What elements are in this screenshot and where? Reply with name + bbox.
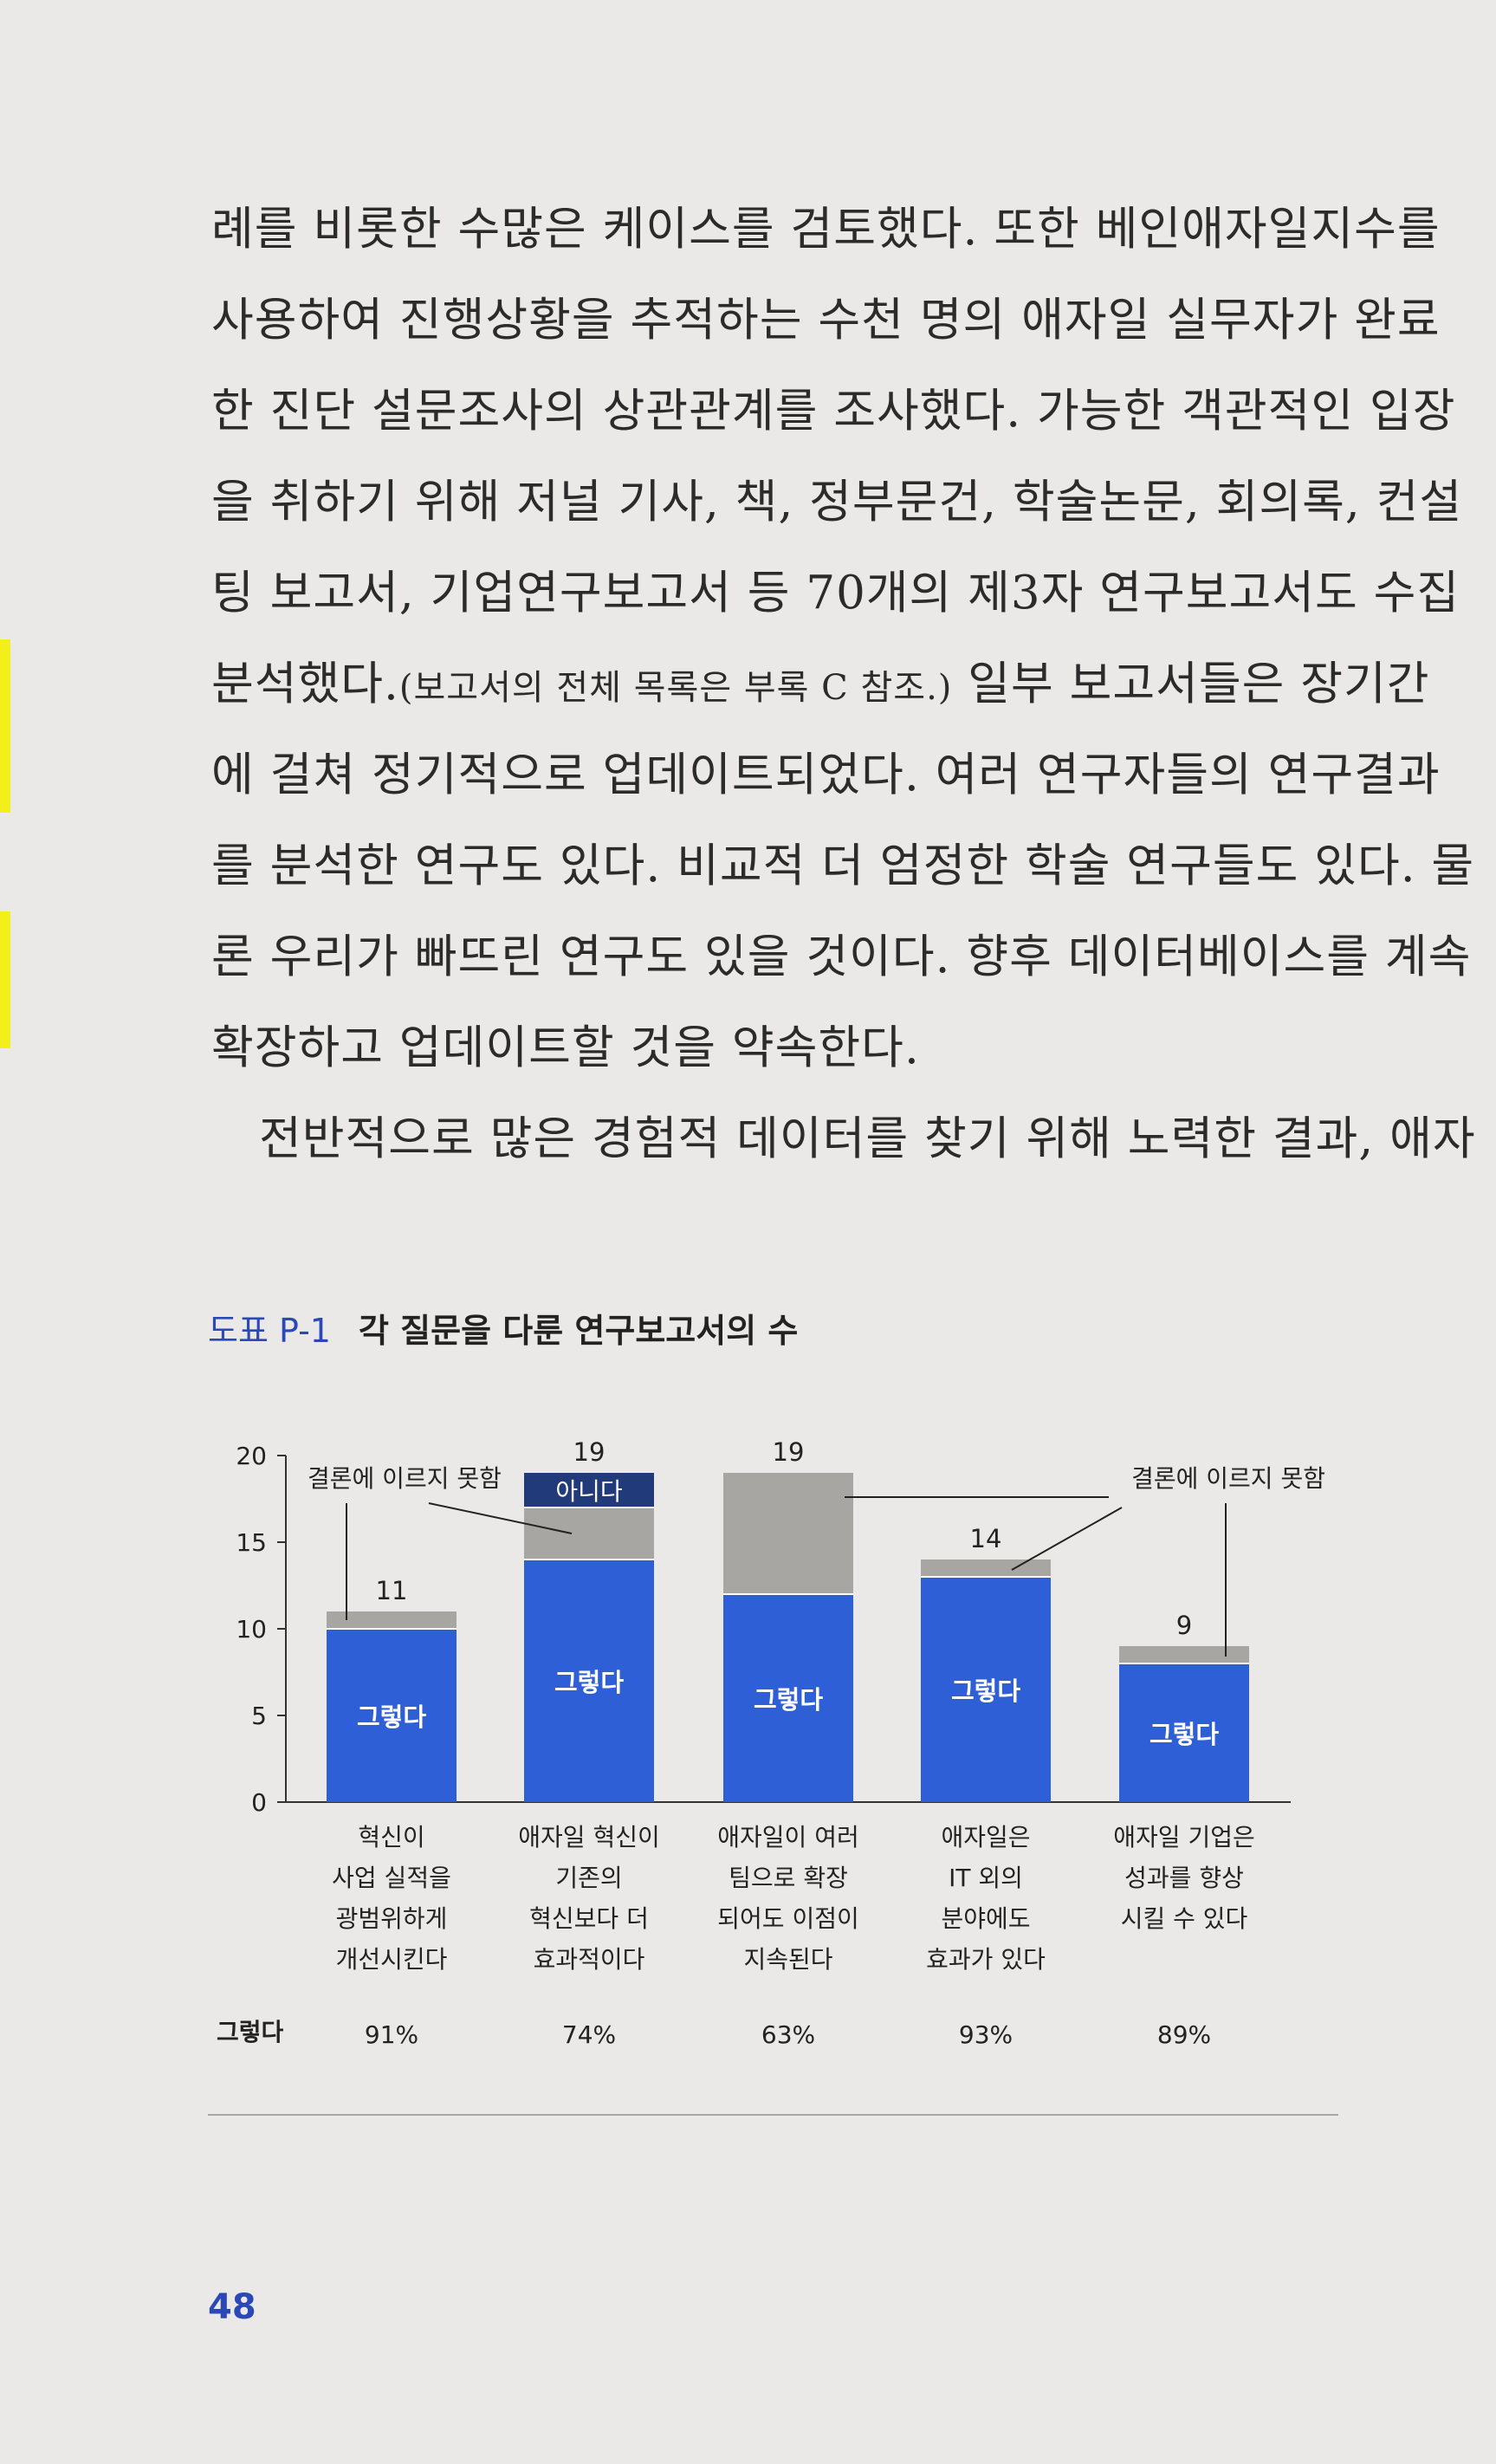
bar-inner-label: 그렇다	[357, 1702, 426, 1732]
category-label: 사업 실적을	[332, 1864, 451, 1892]
bar-segment	[1119, 1646, 1249, 1663]
percentage-label: 74%	[562, 2020, 616, 2049]
text-span: 일부 보고서들은 장기간	[952, 658, 1430, 710]
text-line: 을 취하기 위해 저널 기사, 책, 정부문건, 학술논문, 회의록, 컨설	[211, 476, 1463, 528]
text-line: 한 진단 설문조사의 상관관계를 조사했다. 가능한 객관적인 입장	[211, 385, 1456, 438]
text-line: 사용하여 진행상황을 추적하는 수천 명의 애자일 실무자가 완료	[211, 294, 1441, 347]
bar-segment	[921, 1559, 1051, 1577]
bar-segment	[524, 1473, 654, 1508]
bar-segment	[327, 1611, 457, 1629]
text-line: 전반적으로 많은 경험적 데이터를 찾기 위해 노력한 결과, 애자	[259, 1112, 1476, 1165]
category-label: 혁신보다 더	[529, 1904, 649, 1933]
category-label: 애자일 기업은	[1113, 1823, 1254, 1851]
category-label: IT 외의	[949, 1864, 1023, 1892]
category-label: 지속된다	[743, 1945, 832, 1974]
bar-total-label: 19	[773, 1437, 805, 1467]
y-tick-label: 20	[236, 1442, 267, 1470]
bar-total-label: 9	[1176, 1611, 1192, 1640]
annotation-label: 결론에 이르지 못함	[1131, 1464, 1325, 1493]
figure-title: 도표 P-1 각 질문을 다룬 연구보고서의 수	[208, 1304, 798, 1352]
bar-segment	[327, 1629, 457, 1802]
text-line: 에 걸쳐 정기적으로 업데이트되었다. 여러 연구자들의 연구결과	[211, 749, 1441, 801]
category-label: 시킬 수 있다	[1121, 1904, 1248, 1933]
figure-number: 도표 P-1	[208, 1312, 331, 1350]
text-line: 론 우리가 빠뜨린 연구도 있을 것이다. 향후 데이터베이스를 계속	[211, 930, 1472, 983]
percentage-label: 89%	[1157, 2020, 1211, 2049]
category-label: 애자일은	[941, 1823, 1030, 1851]
category-label: 개선시킨다	[336, 1945, 448, 1974]
category-label: 효과가 있다	[926, 1945, 1046, 1974]
bar-segment	[524, 1508, 654, 1559]
annotation-leader	[1011, 1507, 1123, 1571]
bar-inner-label: 그렇다	[754, 1685, 823, 1715]
bar-inner-label: 그렇다	[1150, 1720, 1219, 1749]
bar-inner-label: 아니다	[555, 1477, 622, 1506]
category-label: 되어도 이점이	[717, 1904, 858, 1933]
category-label: 효과적이다	[534, 1945, 645, 1974]
bar-inner-label: 그렇다	[554, 1668, 624, 1697]
highlight-mark	[0, 639, 10, 813]
y-tick-label: 5	[251, 1702, 267, 1730]
bar-segment	[723, 1473, 853, 1594]
divider	[208, 2114, 1338, 2116]
figure-caption: 각 질문을 다룬 연구보고서의 수	[358, 1312, 799, 1350]
category-label: 애자일 혁신이	[518, 1823, 659, 1851]
body-text: 례를 비롯한 수많은 케이스를 검토했다. 또한 베인애자일지수를 사용하여 진…	[211, 184, 1476, 1184]
highlight-mark	[0, 911, 10, 1048]
bar-inner-label: 그렇다	[951, 1676, 1020, 1706]
bar-segment	[723, 1594, 853, 1802]
category-label: 성과를 향상	[1124, 1864, 1244, 1892]
percentage-label: 63%	[761, 2020, 815, 2049]
annotation-label: 결론에 이르지 못함	[308, 1464, 502, 1493]
text-span: 분석했다.	[211, 658, 399, 710]
bar-total-label: 14	[970, 1524, 1002, 1553]
bar-segment	[921, 1577, 1051, 1802]
text-line: 례를 비롯한 수많은 케이스를 검토했다. 또한 베인애자일지수를	[211, 203, 1441, 256]
category-label: 혁신이	[358, 1823, 424, 1851]
text-line: 분석했다.(보고서의 전체 목록은 부록 C 참조.) 일부 보고서들은 장기간	[211, 639, 1429, 729]
bar-total-label: 11	[376, 1576, 408, 1605]
category-label: 팀으로 확장	[729, 1864, 848, 1892]
bar-segment	[524, 1559, 654, 1802]
annotation-leader	[428, 1502, 573, 1534]
text-line: 팅 보고서, 기업연구보고서 등 70개의 제3자 연구보고서도 수집	[211, 567, 1460, 619]
text-line: 확장하고 업데이트할 것을 약속한다.	[211, 1021, 920, 1074]
text-line: 를 분석한 연구도 있다. 비교적 더 엄정한 학술 연구들도 있다. 물	[211, 840, 1475, 892]
y-tick-label: 0	[251, 1788, 267, 1817]
y-tick-label: 10	[236, 1615, 267, 1644]
category-label: 분야에도	[941, 1904, 1030, 1933]
bar-segment	[1119, 1663, 1249, 1802]
category-label: 애자일이 여러	[717, 1823, 858, 1851]
bar-total-label: 19	[573, 1437, 606, 1467]
category-label: 광범위하게	[336, 1904, 448, 1933]
page-number: 48	[208, 2287, 256, 2327]
percentage-label: 93%	[959, 2020, 1013, 2049]
category-label: 기존의	[555, 1864, 622, 1892]
y-tick-label: 15	[236, 1528, 267, 1557]
reference-note: (보고서의 전체 목록은 부록 C 참조.)	[398, 668, 953, 708]
percentage-label: 91%	[365, 2020, 418, 2049]
row-label: 그렇다	[217, 2018, 284, 2046]
